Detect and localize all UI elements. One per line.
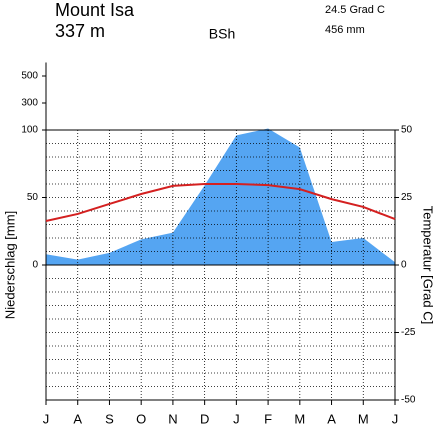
x-tick-label: J — [392, 411, 399, 426]
temperature-line — [45, 183, 396, 222]
y-tick-label: 100 — [21, 125, 38, 136]
y2-tick-label: -50 — [401, 395, 416, 406]
mean-temperature: 24.5 Grad C — [325, 4, 385, 16]
x-tick-label: D — [200, 411, 209, 426]
x-tick-label: A — [73, 411, 82, 426]
chart-title: Mount Isa — [55, 0, 135, 20]
y-tick-label: 300 — [21, 98, 38, 109]
y-tick-label: 50 — [27, 192, 39, 203]
x-tick-label: S — [105, 411, 114, 426]
y2-axis-label: Temperatur [Grad C] — [421, 206, 436, 325]
y-tick-label: 500 — [21, 71, 38, 82]
y-tick-label: 0 — [32, 260, 38, 271]
annual-precipitation: 456 mm — [325, 24, 365, 36]
x-tick-label: M — [294, 411, 305, 426]
y2-tick-label: 25 — [401, 192, 413, 203]
chart-subtitle: 337 m — [55, 21, 105, 41]
x-tick-label: M — [358, 411, 369, 426]
x-tick-label: J — [43, 411, 50, 426]
x-tick-label: A — [327, 411, 336, 426]
y2-tick-label: -25 — [401, 327, 416, 338]
y2-tick-label: 50 — [401, 125, 413, 136]
x-tick-label: N — [168, 411, 177, 426]
y-axis-label: Niederschlag [mm] — [2, 211, 17, 319]
x-tick-label: F — [264, 411, 272, 426]
x-tick-label: J — [233, 411, 240, 426]
y2-tick-label: 0 — [401, 260, 407, 271]
x-tick-label: O — [136, 411, 146, 426]
climate-class: BSh — [209, 26, 235, 42]
precipitation-area — [46, 128, 395, 265]
